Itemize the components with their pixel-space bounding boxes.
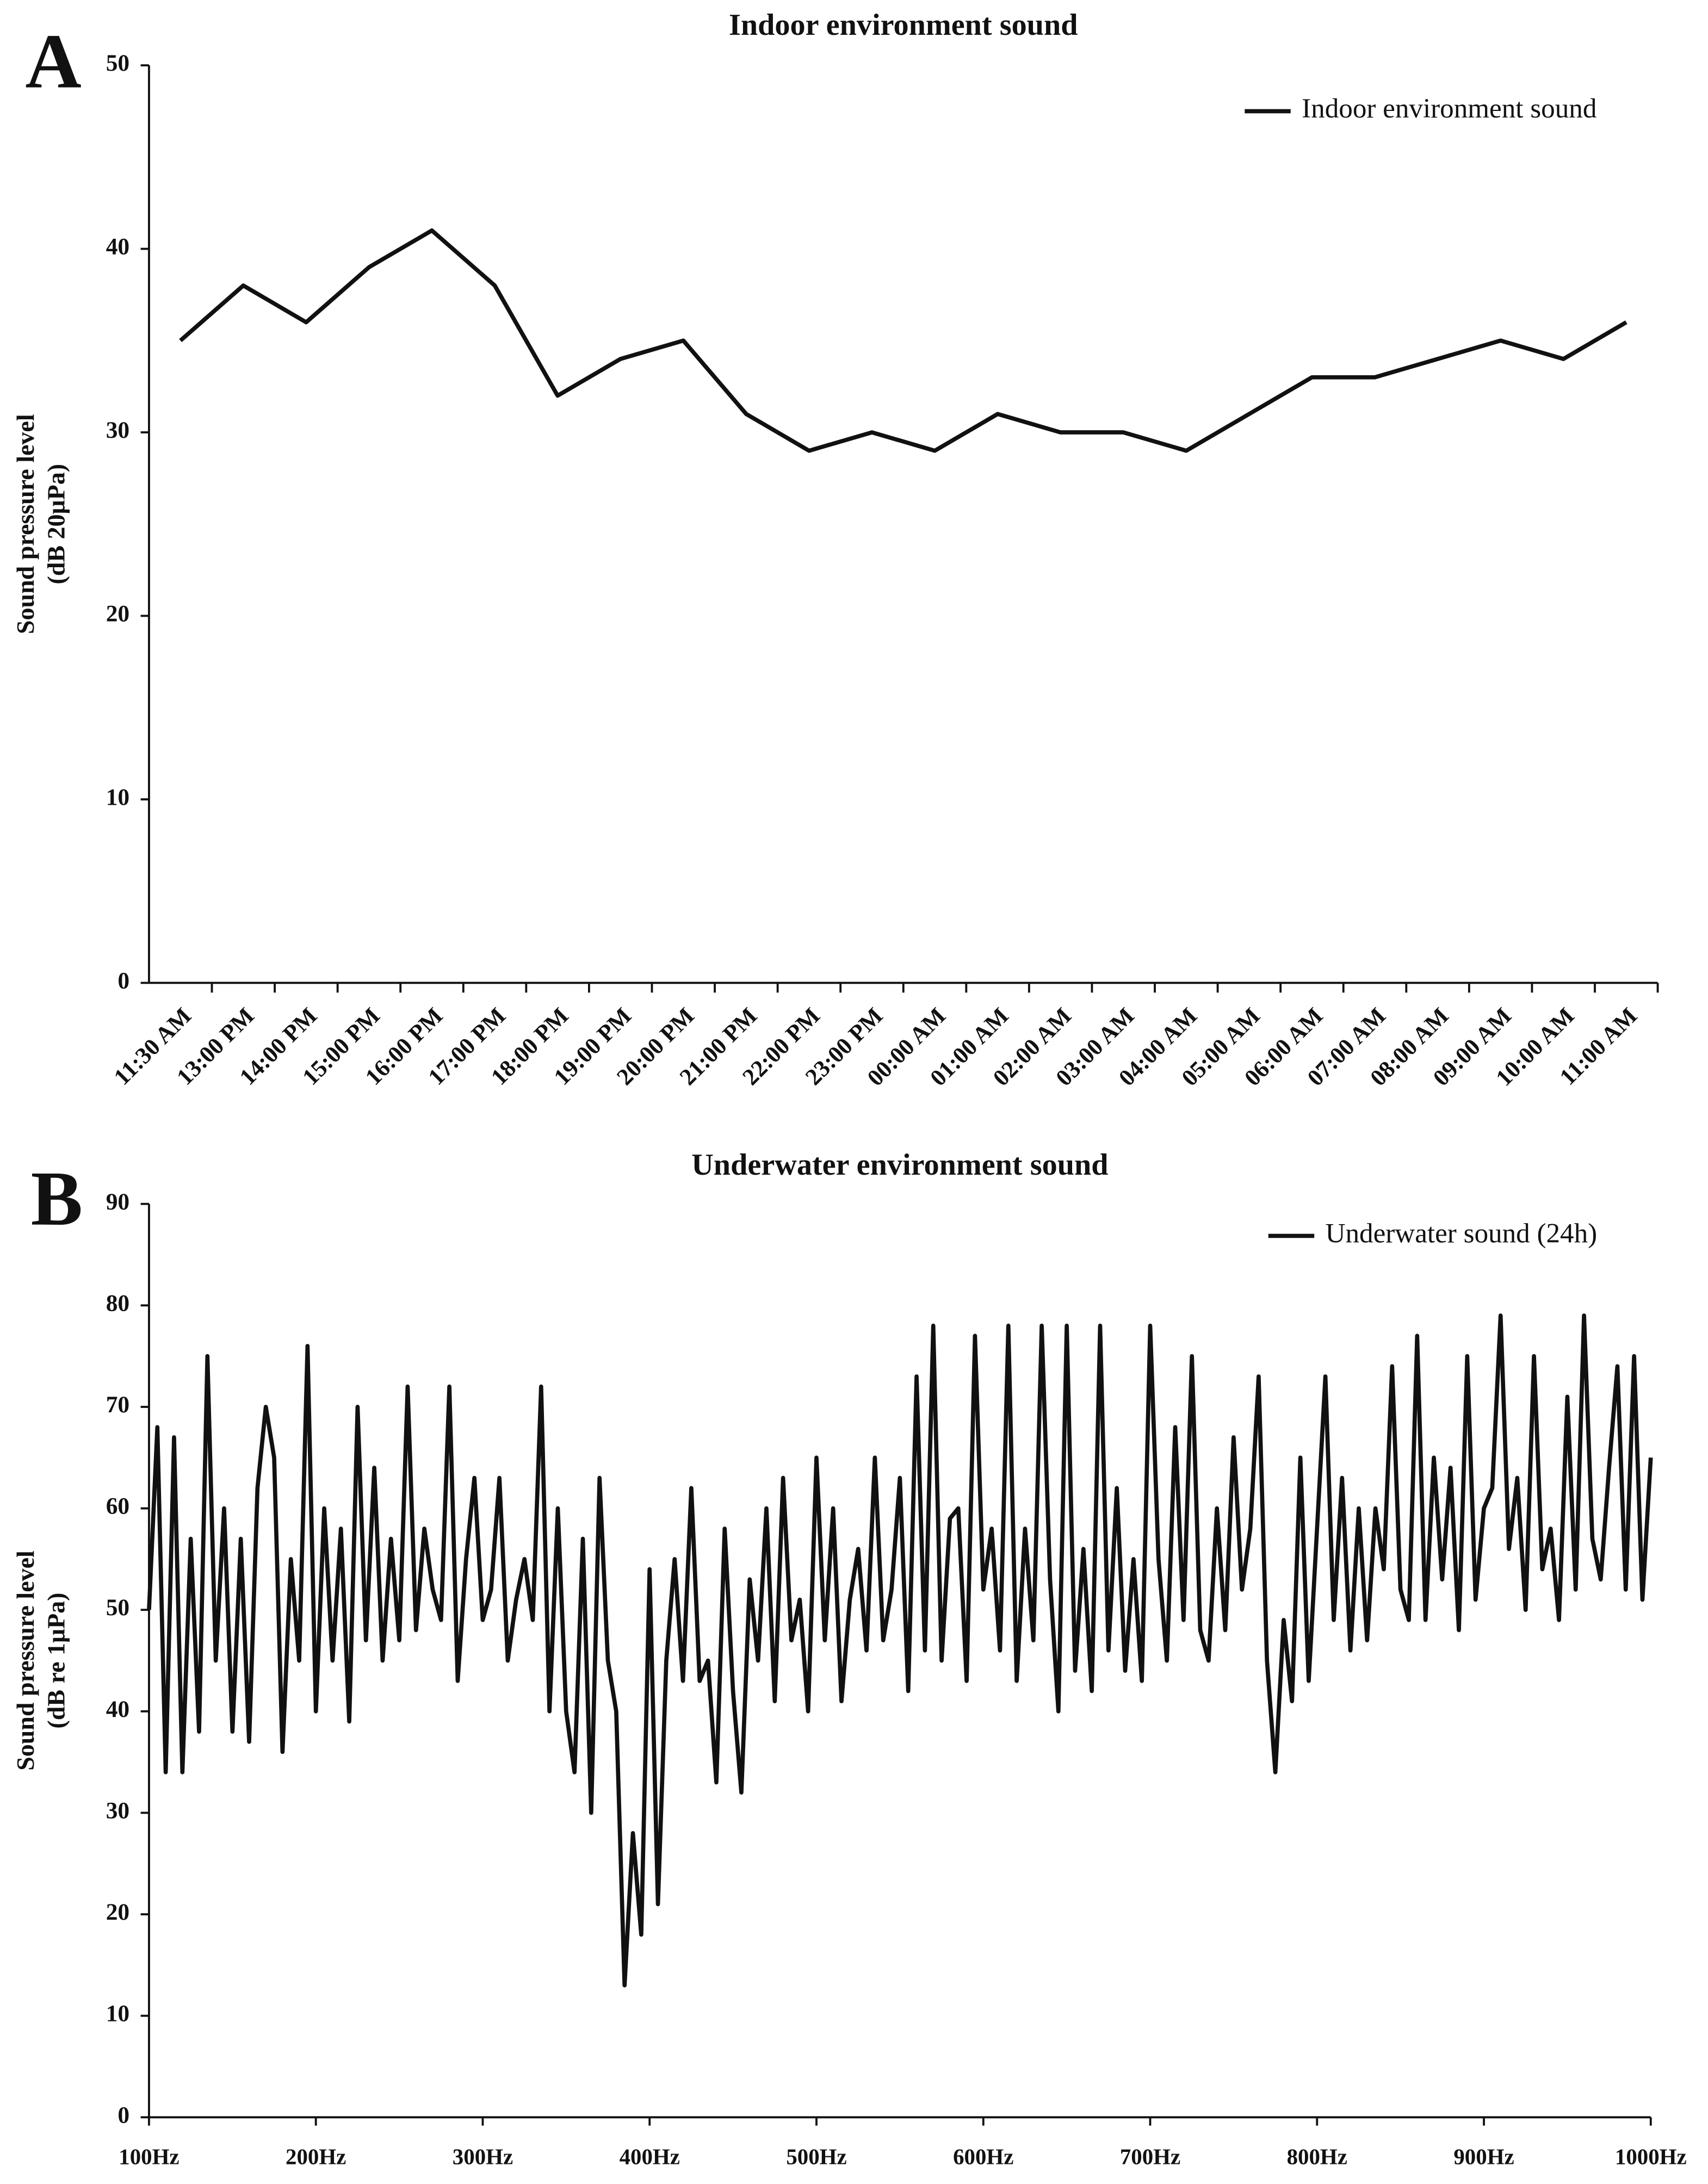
x-tick-label: 100Hz bbox=[119, 2144, 179, 2169]
y-tick-label: 50 bbox=[106, 50, 129, 76]
legend-label: Indoor environment sound bbox=[1302, 93, 1596, 124]
x-tick-label: 600Hz bbox=[953, 2144, 1013, 2169]
y-tick-label: 0 bbox=[117, 967, 129, 994]
chart-title: Indoor environment sound bbox=[729, 8, 1078, 42]
x-tick-label: 800Hz bbox=[1287, 2144, 1347, 2169]
chart-title: Underwater environment sound bbox=[691, 1148, 1108, 1182]
legend-label: Underwater sound (24h) bbox=[1326, 1218, 1598, 1249]
y-axis-label: (dB 20μPa) bbox=[42, 464, 70, 585]
y-tick-label: 20 bbox=[106, 600, 129, 626]
y-tick-label: 10 bbox=[106, 784, 129, 810]
x-tick-label: 900Hz bbox=[1453, 2144, 1514, 2169]
y-tick-label: 40 bbox=[106, 234, 129, 260]
data-line bbox=[147, 1313, 1653, 1988]
y-tick-label: 10 bbox=[106, 2001, 129, 2027]
y-tick-label: 30 bbox=[106, 1797, 129, 1823]
y-tick-label: 40 bbox=[106, 1696, 129, 1722]
y-tick-label: 0 bbox=[117, 2102, 129, 2128]
y-tick-label: 80 bbox=[106, 1290, 129, 1316]
x-tick-label: 400Hz bbox=[620, 2144, 680, 2169]
data-line bbox=[179, 228, 1627, 453]
y-axis-label: Sound pressure level bbox=[11, 414, 39, 634]
y-axis-label: (dB re 1μPa) bbox=[42, 1592, 70, 1728]
y-tick-label: 70 bbox=[106, 1392, 129, 1418]
y-tick-label: 20 bbox=[106, 1899, 129, 1925]
y-tick-label: 30 bbox=[106, 417, 129, 443]
panel-label: A bbox=[25, 18, 81, 104]
y-tick-label: 50 bbox=[106, 1594, 129, 1621]
panel-label: B bbox=[31, 1155, 83, 1242]
x-tick-label: 700Hz bbox=[1120, 2144, 1180, 2169]
y-axis-label: Sound pressure level bbox=[11, 1550, 39, 1771]
y-tick-label: 60 bbox=[106, 1493, 129, 1519]
x-tick-label: 500Hz bbox=[786, 2144, 846, 2169]
x-tick-label: 1000Hz bbox=[1615, 2144, 1687, 2169]
x-tick-label: 300Hz bbox=[453, 2144, 513, 2169]
x-tick-label: 200Hz bbox=[286, 2144, 346, 2169]
y-tick-label: 90 bbox=[106, 1189, 129, 1215]
